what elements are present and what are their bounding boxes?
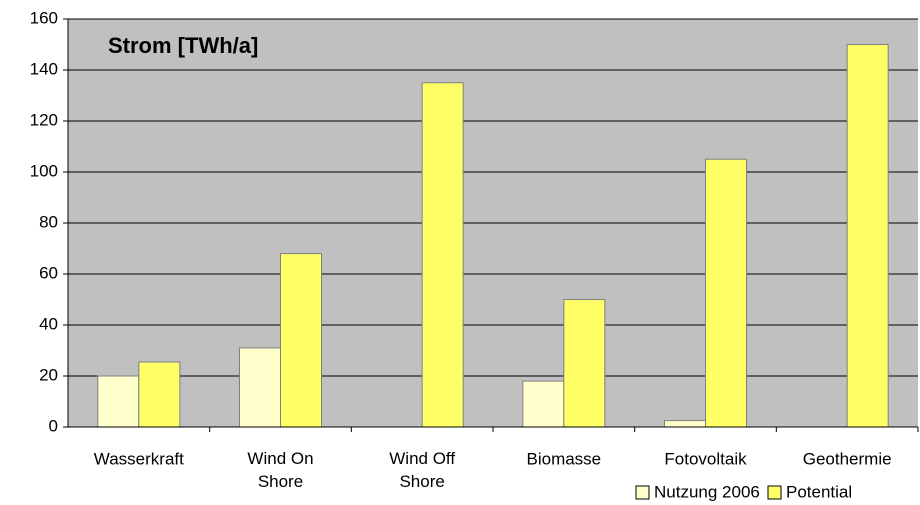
x-tick-label: Wind On Shore — [247, 449, 313, 491]
y-tick-label: 80 — [39, 212, 58, 231]
chart-title: Strom [TWh/a] — [108, 33, 258, 58]
x-tick-label: Fotovoltaik — [664, 449, 747, 468]
y-tick-label: 140 — [30, 59, 58, 78]
bar — [239, 347, 281, 428]
bar — [421, 82, 464, 428]
legend-swatch — [635, 485, 650, 500]
x-tick-label: Wind Off Shore — [389, 449, 455, 491]
bar — [138, 361, 181, 428]
x-tick-label: Geothermie — [803, 449, 892, 468]
bar — [664, 420, 706, 428]
legend-swatch — [767, 485, 782, 500]
x-tick-label: Biomasse — [527, 449, 602, 468]
legend-label: Potential — [786, 482, 852, 501]
y-tick-label: 0 — [49, 416, 58, 435]
bar — [280, 253, 322, 428]
y-tick-label: 20 — [39, 365, 58, 384]
y-tick-label: 160 — [30, 8, 58, 27]
bar — [522, 380, 565, 428]
bar — [705, 158, 747, 428]
y-tick-label: 60 — [39, 263, 58, 282]
legend-label: Nutzung 2006 — [654, 482, 760, 501]
bar — [563, 299, 606, 428]
bar — [846, 44, 889, 428]
bar — [97, 375, 140, 428]
x-tick-label: Wasserkraft — [94, 449, 184, 468]
y-tick-label: 120 — [30, 110, 58, 129]
y-tick-label: 100 — [30, 161, 58, 180]
y-tick-label: 40 — [39, 314, 58, 333]
